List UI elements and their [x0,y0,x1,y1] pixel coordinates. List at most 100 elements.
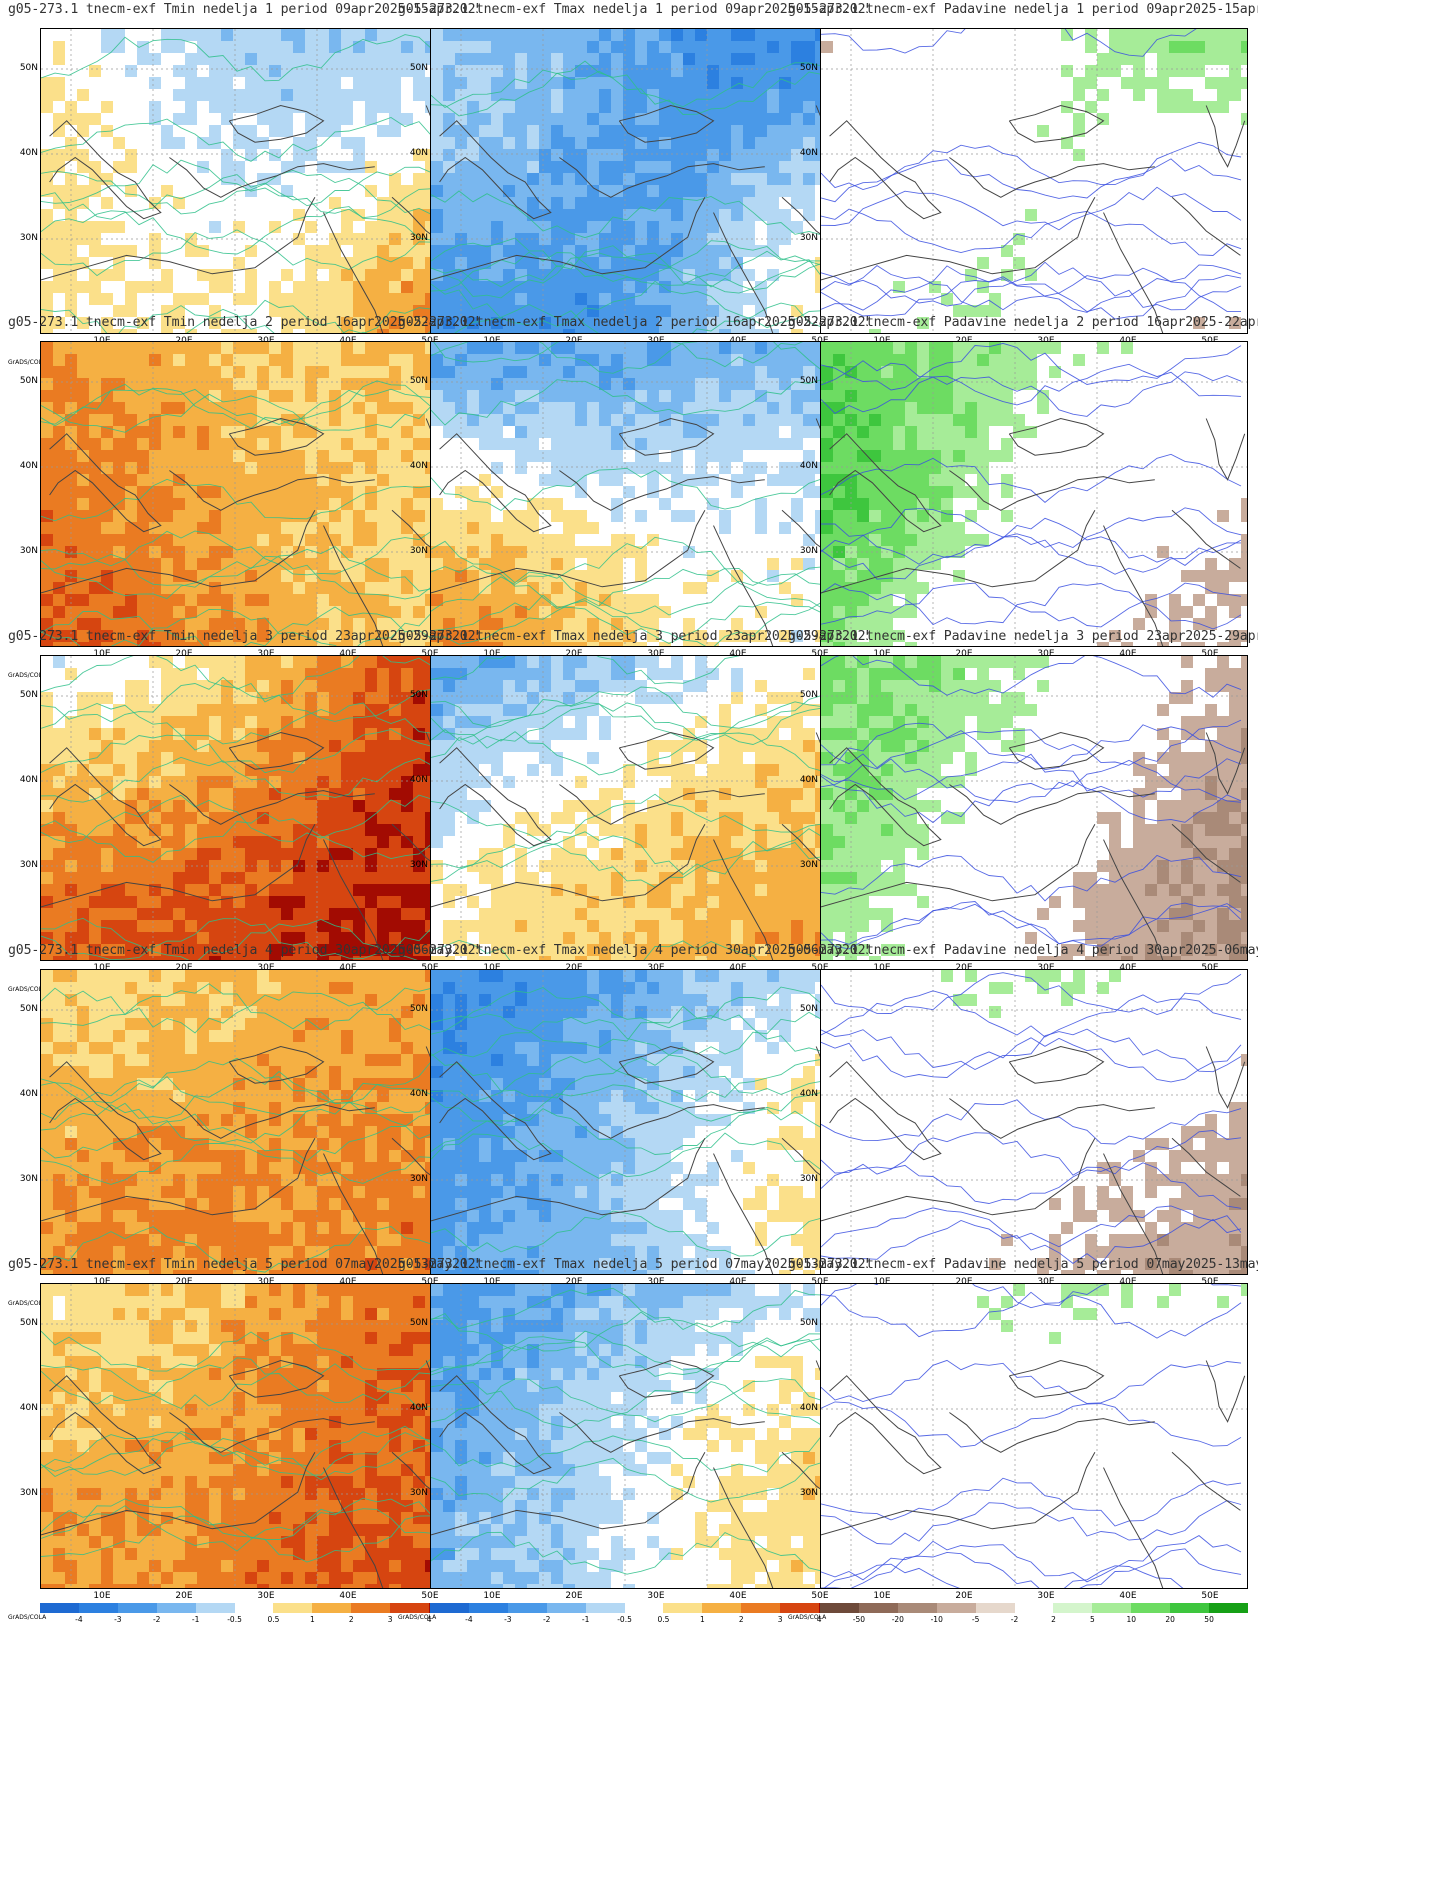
panel-title: g05-273.1 tnecm-exf Padavine nedelja 3 p… [788,629,1258,644]
panel-title: g05-273.1 tnecm-exf Padavine nedelja 4 p… [788,943,1258,958]
lon-label: 50E [421,1277,439,1287]
lat-label: 50N [19,63,38,73]
map-panel: g05-273.1 tnecm-exf Padavine nedelja 4 p… [788,941,1258,1318]
lat-label: 50N [19,1318,38,1328]
colorbar-label: 3 [387,1615,393,1624]
map-panel: g05-273.1 tnecm-exf Padavine nedelja 5 p… [788,1255,1258,1632]
lon-label: 20E [955,649,973,659]
colorbar-swatch [1014,1603,1054,1613]
lon-label: 20E [955,1591,973,1601]
panel-title: g05-273.1 tnecm-exf Tmax nedelja 5 perio… [398,1257,868,1272]
colorbar [820,1603,1248,1613]
map-plot-area [430,655,858,961]
colorbar-swatch [1131,1603,1171,1613]
colorbar-label: -4 [465,1615,473,1624]
colorbar-swatch [1209,1603,1248,1613]
lon-label: 50E [1201,963,1219,973]
lon-label: 10E [873,1277,891,1287]
colorbar-label: 1 [309,1615,315,1624]
colorbar-swatch [820,1603,859,1613]
map-panel: g05-273.1 tnecm-exf Padavine nedelja 1 p… [788,0,1258,377]
lat-label: 40N [19,1403,38,1413]
lat-label: 40N [19,461,38,471]
lon-label: 50E [811,1591,829,1601]
colorbar-swatch [858,1603,898,1613]
map-svg [821,970,1247,1274]
colorbar-swatch [1092,1603,1132,1613]
map-plot-area [820,969,1248,1275]
colorbar-label: 0.5 [657,1615,670,1624]
lat-label: 40N [409,1403,428,1413]
colorbar-swatch [430,1603,469,1613]
map-panel: g05-273.1 tnecm-exf Tmin nedelja 5 perio… [8,1255,478,1632]
lon-label: 40E [339,1591,357,1601]
colorbar-label: -3 [114,1615,122,1624]
colorbar-label: 20 [1165,1615,1175,1624]
colorbar-label: -1 [581,1615,590,1624]
lat-label: 30N [19,233,38,243]
map-panel: g05-273.1 tnecm-exf Padavine nedelja 2 p… [788,313,1258,690]
lat-label: 40N [799,1403,818,1413]
lon-label: 10E [483,1591,501,1601]
colorbar-label: 3 [777,1615,783,1624]
colorbar-label: -50 [852,1615,866,1624]
map-plot-area [430,341,858,647]
lon-label: 50E [421,649,439,659]
lat-label: 30N [409,1174,428,1184]
lon-label: 10E [93,963,111,973]
lon-label: 20E [565,1591,583,1601]
lon-label: 30E [257,649,275,659]
colorbar-label: 10 [1126,1615,1137,1624]
colorbar-label: -5 [971,1615,980,1624]
lon-label: 20E [955,963,973,973]
colorbar-swatch [780,1603,820,1613]
colorbar-swatch [390,1603,430,1613]
map-svg [431,29,857,333]
lat-label: 40N [799,461,818,471]
map-plot-area [820,28,1248,334]
colorbar-labels: -50 -20 -10 -5 -2 2 5 10 20 50 [820,1615,1248,1625]
lat-label: 50N [799,376,818,386]
lon-label: 40E [339,963,357,973]
lon-label: 20E [565,963,583,973]
lat-label: 50N [19,376,38,386]
lat-label: 40N [799,775,818,785]
lon-label: 20E [175,1591,193,1601]
grads-credit: GrADS/COLA [788,1614,827,1621]
lon-label: 50E [811,963,829,973]
lon-label: 30E [647,649,665,659]
grads-credit: GrADS/COLA [398,1614,437,1621]
panel-title: g05-273.1 tnecm-exf Tmin nedelja 5 perio… [8,1257,478,1272]
lon-label: 10E [93,1591,111,1601]
grads-credit: GrADS/COLA [8,672,47,679]
colorbar-swatch [156,1603,196,1613]
colorbar-swatch [975,1603,1015,1613]
lon-label: 30E [1037,1591,1055,1601]
panel-title: g05-273.1 tnecm-exf Tmin nedelja 3 perio… [8,629,478,644]
colorbar-label: -20 [891,1615,904,1624]
lat-label: 40N [799,148,818,158]
colorbar-labels: -4 -3 -2 -1 -0.5 0.5 1 2 3 4 [40,1615,468,1625]
lon-label: 20E [175,1277,193,1287]
lat-label: 30N [409,860,428,870]
panel-title: g05-273.1 tnecm-exf Tmin nedelja 4 perio… [8,943,478,958]
panel-title: g05-273.1 tnecm-exf Tmax nedelja 1 perio… [398,2,868,17]
colorbar-swatch [897,1603,937,1613]
lon-label: 20E [175,649,193,659]
lon-label: 30E [257,1591,275,1601]
panel-title: g05-273.1 tnecm-exf Padavine nedelja 1 p… [788,2,1258,17]
lat-label: 50N [409,1318,428,1328]
colorbar-label: 1 [699,1615,705,1624]
lon-label: 40E [1119,1591,1137,1601]
lat-label: 50N [799,63,818,73]
lat-label: 50N [409,63,428,73]
lon-label: 50E [811,1277,829,1287]
map-svg [821,29,1247,333]
lat-label: 50N [409,376,428,386]
colorbar-label: -4 [75,1615,83,1624]
colorbar-swatch [40,1603,79,1613]
colorbar-label: -2 [152,1615,161,1624]
lon-label: 50E [1201,1277,1219,1287]
lon-label: 40E [729,1591,747,1601]
lon-label: 40E [729,649,747,659]
